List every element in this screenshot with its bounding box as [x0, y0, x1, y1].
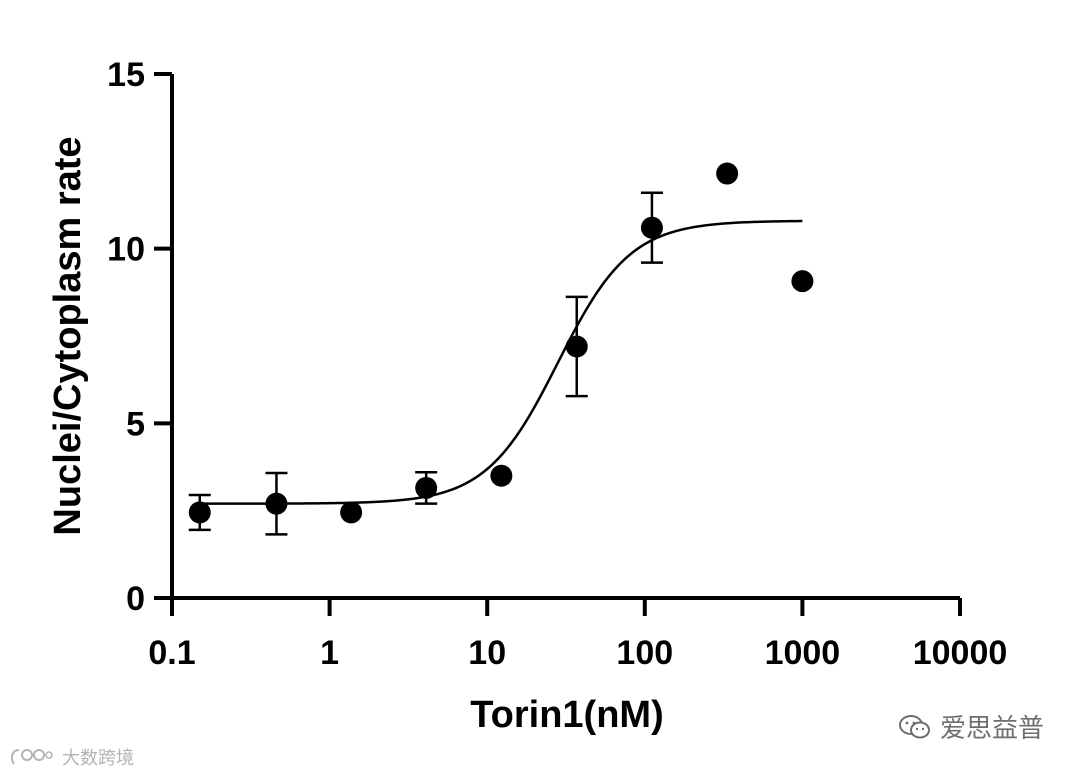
watermark-left-text: 大数跨境 — [62, 748, 134, 769]
watermark-right-text: 爱思益普 — [939, 714, 1044, 744]
watermark-left: 大数跨境 — [8, 744, 134, 770]
axes — [154, 72, 962, 616]
data-point — [265, 492, 288, 515]
data-point — [640, 216, 663, 239]
y-axis-title: Nuclei/Cytoplasm rate — [47, 136, 89, 535]
x-tick-label: 0.1 — [148, 634, 195, 672]
wechat-icon — [898, 714, 932, 740]
data-point — [415, 476, 438, 499]
data-point — [188, 501, 211, 524]
watermark-right: 爱思益普 — [898, 708, 1044, 745]
y-tick-label: 10 — [107, 231, 145, 269]
y-tick-label: 15 — [107, 56, 145, 94]
y-tick-label: 5 — [126, 405, 145, 443]
x-tick-label: 100 — [616, 634, 673, 672]
x-tick-label: 1 — [320, 634, 339, 672]
data-points — [188, 162, 814, 524]
data-point — [565, 335, 588, 358]
tick-labels: 0.1 1 10 100 1000 10000 0 5 10 15 — [107, 56, 1007, 672]
x-tick-label: 10 — [468, 634, 506, 672]
x-tick-label: 1000 — [765, 634, 841, 672]
data-point — [791, 270, 814, 293]
data-point — [340, 501, 363, 524]
x-axis-title: Torin1(nM) — [470, 694, 663, 736]
brand-logo-icon — [8, 746, 54, 768]
fit-curve — [199, 219, 803, 505]
data-point — [716, 162, 739, 185]
fit-curve-group — [199, 219, 803, 505]
x-tick-label: 10000 — [913, 634, 1008, 672]
y-tick-label: 0 — [126, 580, 145, 618]
data-point — [490, 464, 513, 487]
